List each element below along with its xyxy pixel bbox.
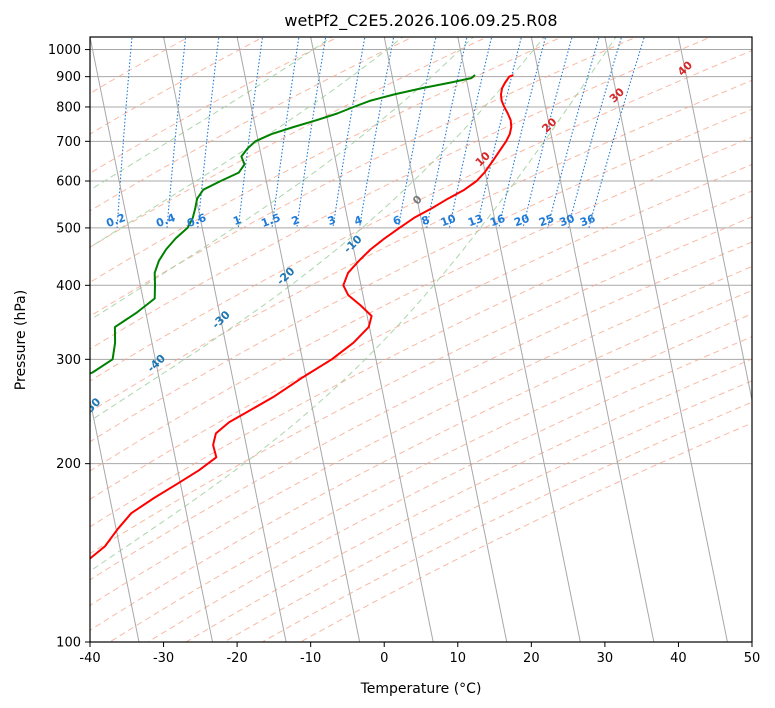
mixing-ratio-line-1 bbox=[237, 37, 264, 228]
mixing-ratio-line-3 bbox=[332, 37, 366, 228]
mixing-ratio-line-25 bbox=[547, 37, 600, 229]
mixing-ratio-line-16 bbox=[498, 37, 547, 229]
isotherm--30 bbox=[163, 37, 287, 642]
mixing-ratio-label-13: 13 bbox=[466, 212, 485, 229]
mixing-ratio-label-1: 1 bbox=[231, 213, 243, 228]
dry-adiabat-160 bbox=[147, 336, 752, 642]
mixing-ratio-label-3: 3 bbox=[326, 213, 338, 228]
isotherm-0 bbox=[383, 37, 508, 642]
y-tick-label-100: 100 bbox=[56, 636, 81, 651]
dry-adiabat-20 bbox=[90, 37, 563, 283]
mixing-ratio-line-20 bbox=[522, 37, 573, 229]
mixing-ratio-label-0.6: 0.6 bbox=[185, 211, 208, 230]
x-tick-label-30: 30 bbox=[597, 651, 614, 666]
dry-adiabat-60 bbox=[90, 79, 752, 413]
y-tick-label-800: 800 bbox=[56, 100, 81, 115]
isotherm-30 bbox=[604, 37, 728, 642]
dry-adiabat-50 bbox=[90, 50, 752, 382]
dry-adiabat-40 bbox=[90, 37, 713, 350]
x-tick-label--30: -30 bbox=[153, 651, 174, 666]
mixing-ratio-line-10 bbox=[448, 37, 493, 229]
series-dewpoint bbox=[90, 74, 476, 375]
series-temperature bbox=[90, 74, 514, 560]
y-tick-label-500: 500 bbox=[56, 221, 81, 236]
isotherm--50 bbox=[90, 397, 140, 642]
mixing-ratio-line-1.5 bbox=[271, 37, 300, 228]
y-tick-label-200: 200 bbox=[56, 457, 81, 472]
moist-adiabat-0 bbox=[90, 37, 404, 248]
mixing-ratio-line-30 bbox=[567, 37, 623, 229]
x-tick-label-20: 20 bbox=[523, 651, 540, 666]
axes-layer: -40 -30 -20 -10 0 10 20 30 40 5010020030040050060… bbox=[48, 43, 760, 666]
plot-frame bbox=[89, 36, 753, 643]
dry-adiabat--30 bbox=[90, 37, 190, 94]
mixing-ratio-label-16: 16 bbox=[488, 212, 507, 230]
dry-adiabat--10 bbox=[90, 37, 339, 174]
mixing-ratio-label-25: 25 bbox=[537, 212, 556, 229]
y-tick-label-1000: 1000 bbox=[48, 43, 81, 58]
dry-adiabat-170 bbox=[185, 358, 752, 642]
y-tick-label-400: 400 bbox=[56, 279, 81, 294]
mixing-ratio-line-8 bbox=[426, 37, 468, 228]
isotherm--10 bbox=[310, 37, 434, 642]
mixing-ratio-line-13 bbox=[476, 37, 523, 229]
moist-adiabat--10 bbox=[90, 37, 333, 191]
isotherm-40 bbox=[677, 37, 752, 403]
x-tick-label-50: 50 bbox=[744, 651, 761, 666]
mixing-ratio-line-4 bbox=[358, 37, 395, 228]
dry-adiabat-90 bbox=[90, 163, 752, 500]
x-tick-label-0: 0 bbox=[380, 651, 388, 666]
mixing-ratio-line-2 bbox=[296, 37, 327, 228]
dry-adiabat-0 bbox=[90, 37, 414, 212]
mixing-ratio-label-0.2: 0.2 bbox=[104, 211, 127, 230]
x-tick-label--20: -20 bbox=[226, 651, 247, 666]
y-axis-label: Pressure (hPa) bbox=[13, 290, 29, 390]
mixing-ratio-label-20: 20 bbox=[512, 212, 531, 230]
moist-adiabat-30 bbox=[90, 37, 617, 572]
y-tick-label-600: 600 bbox=[56, 174, 81, 189]
dry-adiabat-70 bbox=[90, 108, 752, 443]
y-tick-label-700: 700 bbox=[56, 135, 81, 150]
isotherm-10 bbox=[457, 37, 581, 642]
y-tick-label-300: 300 bbox=[56, 353, 81, 368]
dry-adiabat-120 bbox=[90, 241, 752, 581]
series-layer bbox=[90, 74, 514, 560]
x-tick-label--40: -40 bbox=[79, 651, 100, 666]
x-tick-label-40: 40 bbox=[670, 651, 687, 666]
dry-adiabat-10 bbox=[90, 37, 489, 248]
label-layer: 0.10.20.40.611.52346810131620253036-100-… bbox=[90, 58, 695, 418]
y-tick-label-900: 900 bbox=[56, 70, 81, 85]
dry-adiabat-30 bbox=[90, 37, 638, 317]
mixing-ratio-label-10: 10 bbox=[439, 212, 458, 230]
mixing-ratio-label-8: 8 bbox=[420, 213, 432, 228]
dry-adiabat-100 bbox=[90, 190, 752, 528]
mixing-ratio-label-6: 6 bbox=[391, 213, 403, 228]
plot-area bbox=[90, 37, 752, 642]
mixing-ratio-label-30: 30 bbox=[558, 212, 577, 230]
x-tick-label--10: -10 bbox=[300, 651, 321, 666]
mixing-ratio-label-0.4: 0.4 bbox=[154, 211, 177, 230]
mixing-ratio-label-36: 36 bbox=[578, 212, 597, 230]
x-axis-label: Temperature (°C) bbox=[360, 681, 482, 697]
mixing-ratio-label-4: 4 bbox=[352, 213, 364, 228]
isotherm-20 bbox=[530, 37, 655, 642]
moist-adiabat-10 bbox=[90, 37, 475, 321]
grid-layer bbox=[90, 37, 752, 642]
x-tick-label-10: 10 bbox=[450, 651, 467, 666]
isotherm--20 bbox=[236, 37, 361, 642]
mixing-ratio-line-6 bbox=[397, 37, 437, 228]
chart-title: wetPf2_C2E5.2026.106.09.25.R08 bbox=[284, 11, 557, 31]
mixing-ratio-line-36 bbox=[588, 37, 645, 229]
mixing-ratio-label-1.5: 1.5 bbox=[259, 211, 282, 230]
mixing-ratio-label-2: 2 bbox=[290, 213, 302, 228]
isotherm--40 bbox=[90, 37, 214, 642]
dry-adiabat-130 bbox=[90, 265, 752, 607]
